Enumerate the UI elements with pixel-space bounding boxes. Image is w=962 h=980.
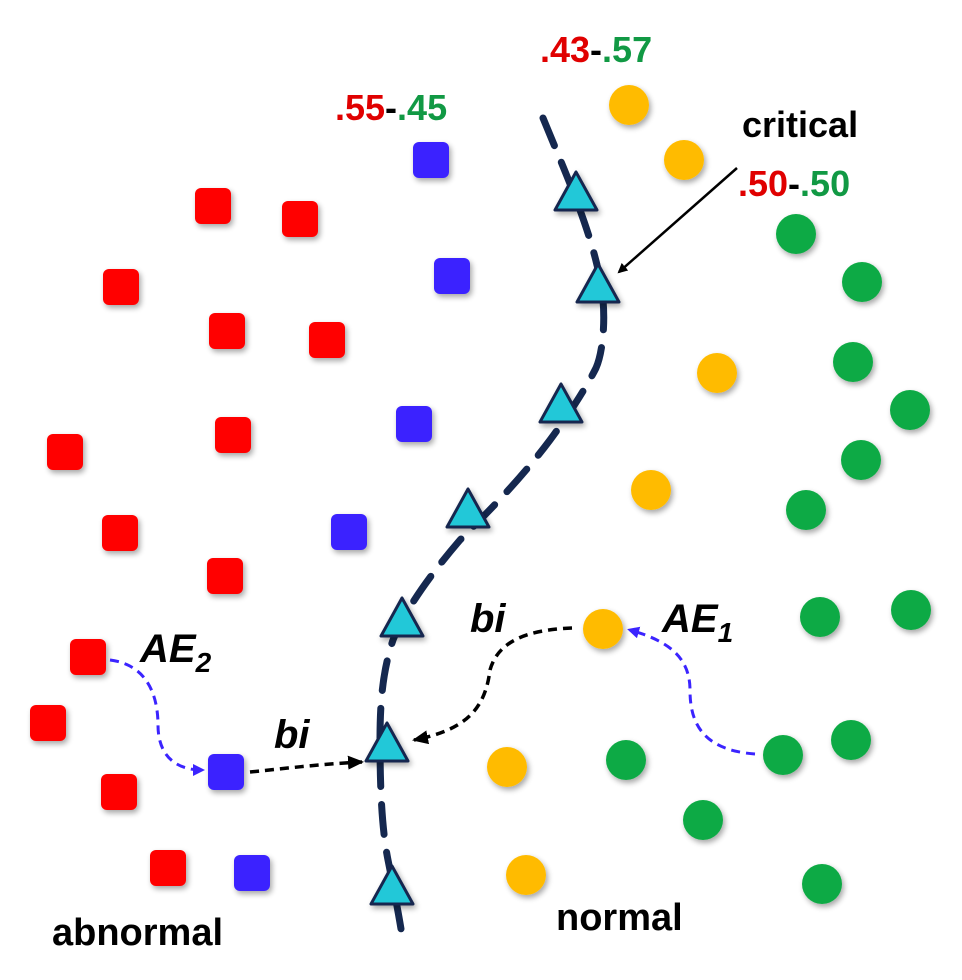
- boundary-sample: [379, 596, 425, 638]
- bi-label-top: bi: [470, 597, 506, 641]
- uncertain-sample: [583, 609, 623, 649]
- abnormal-sample: [101, 774, 137, 810]
- prob-sep: -: [590, 29, 602, 70]
- normal-sample: [802, 864, 842, 904]
- abnormal-sample: [215, 417, 251, 453]
- normal-sample: [763, 735, 803, 775]
- normal-sample: [800, 597, 840, 637]
- adversarial-abnormal-sample: [396, 406, 432, 442]
- adversarial-abnormal-sample: [234, 855, 270, 891]
- abnormal-sample: [102, 515, 138, 551]
- normal-sample: [842, 262, 882, 302]
- bi-path-top: [412, 626, 573, 745]
- boundary-sample: [364, 721, 410, 763]
- probability-label-top: .43-.57: [540, 29, 652, 70]
- ae2-main: AE: [139, 627, 197, 671]
- prob-abnormal: .55: [335, 87, 385, 128]
- abnormal-sample: [103, 269, 139, 305]
- abnormal-sample: [150, 850, 186, 886]
- ae2-label: AE2: [139, 627, 212, 678]
- abnormal-sample: [47, 434, 83, 470]
- abnormal-sample: [309, 322, 345, 358]
- boundary-dashed-path: [376, 114, 608, 939]
- prob-sep: -: [385, 87, 397, 128]
- abnormal-label: abnormal: [52, 912, 223, 954]
- boundary-sample: [538, 382, 584, 424]
- ae1-sub: 1: [718, 617, 734, 648]
- perturbation-paths: [109, 167, 756, 776]
- uncertain-sample: [631, 470, 671, 510]
- probability-label-critical: .50-.50: [738, 163, 850, 204]
- ae2-path: [109, 658, 205, 776]
- normal-sample: [891, 590, 931, 630]
- boundary-sample: [445, 487, 491, 529]
- normal-label: normal: [556, 897, 683, 939]
- adversarial-abnormal-sample: [331, 514, 367, 550]
- uncertain-sample: [609, 85, 649, 125]
- uncertain-samples: [487, 85, 737, 895]
- uncertain-sample: [506, 855, 546, 895]
- adversarial-abnormal-sample: [208, 754, 244, 790]
- adversarial-abnormal-sample: [413, 142, 449, 178]
- ae2-sub: 2: [195, 647, 212, 678]
- adversarial-abnormal-sample: [434, 258, 470, 294]
- decision-boundary-line: [376, 114, 608, 939]
- prob-normal: .45: [397, 87, 447, 128]
- prob-normal: .57: [602, 29, 652, 70]
- uncertain-sample: [664, 140, 704, 180]
- boundary-sample: [369, 864, 415, 906]
- normal-sample: [786, 490, 826, 530]
- prob-abnormal: .43: [540, 29, 590, 70]
- prob-abnormal: .50: [738, 163, 788, 204]
- critical-label: critical: [742, 104, 858, 145]
- abnormal-sample: [30, 705, 66, 741]
- ae1-main: AE: [661, 597, 719, 641]
- uncertain-sample: [697, 353, 737, 393]
- prob-sep: -: [788, 163, 800, 204]
- normal-sample: [606, 740, 646, 780]
- boundary-sample: [553, 170, 599, 212]
- normal-sample: [683, 800, 723, 840]
- boundary-samples: [364, 170, 621, 906]
- bi-path-bottom: [249, 755, 364, 774]
- normal-sample: [833, 342, 873, 382]
- normal-sample: [890, 390, 930, 430]
- normal-samples: [606, 214, 931, 904]
- abnormal-sample: [70, 639, 106, 675]
- abnormal-samples: [30, 188, 345, 886]
- ae1-label: AE1: [661, 597, 733, 648]
- bi-label-bottom: bi: [274, 713, 310, 757]
- abnormal-sample: [207, 558, 243, 594]
- abnormal-sample: [209, 313, 245, 349]
- ae1-path: [627, 626, 756, 756]
- normal-sample: [841, 440, 881, 480]
- abnormal-sample: [282, 201, 318, 237]
- prob-normal: .50: [800, 163, 850, 204]
- normal-sample: [831, 720, 871, 760]
- critical-arrow: [617, 167, 738, 274]
- probability-label-left: .55-.45: [335, 87, 447, 128]
- abnormal-sample: [195, 188, 231, 224]
- boundary-sample: [575, 262, 621, 304]
- adversarial-abnormal-samples: [208, 142, 470, 891]
- normal-sample: [776, 214, 816, 254]
- uncertain-sample: [487, 747, 527, 787]
